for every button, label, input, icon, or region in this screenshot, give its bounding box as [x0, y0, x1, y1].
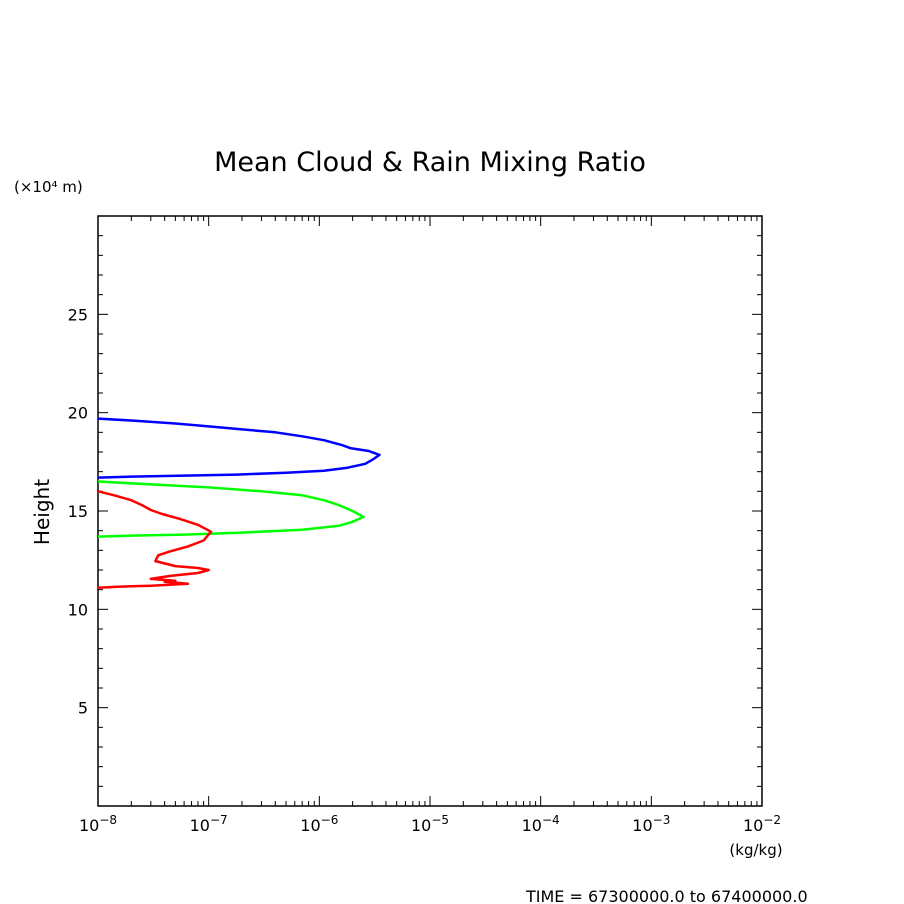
x-tick-label-base: 10 [522, 816, 542, 835]
x-unit-label: (kg/kg) [729, 841, 782, 859]
axis-ticks [97, 215, 763, 807]
time-note: TIME = 67300000.0 to 67400000.0 [525, 887, 808, 904]
x-tick-label-base: 10 [300, 816, 320, 835]
x-tick-label: 10−6 [300, 813, 338, 835]
chart-title: Mean Cloud & Rain Mixing Ratio [214, 147, 646, 178]
y-tick-label: 10 [68, 600, 88, 619]
x-tick-label-exponent: −3 [653, 813, 671, 827]
x-tick-label-base: 10 [79, 816, 99, 835]
series-line-1 [97, 417, 381, 479]
series-line-2 [97, 480, 365, 538]
plot-frame [97, 215, 763, 807]
x-tick-label: 10−2 [743, 813, 781, 835]
x-tick-label-exponent: −4 [542, 813, 560, 827]
x-tick-label-base: 10 [411, 816, 431, 835]
series-line-3 [97, 490, 213, 589]
x-tick-label-exponent: −7 [210, 813, 228, 827]
x-tick-label-exponent: −8 [99, 813, 117, 827]
y-tick-label: 5 [78, 699, 88, 718]
x-tick-label-base: 10 [190, 816, 210, 835]
series-layer [97, 417, 381, 589]
y-tick-label: 25 [68, 305, 88, 324]
y-unit-label: (×10⁴ m) [14, 178, 83, 196]
x-tick-label-base: 10 [743, 816, 763, 835]
x-tick-label: 10−7 [190, 813, 228, 835]
x-tick-label: 10−3 [632, 813, 670, 835]
x-tick-label: 10−5 [411, 813, 449, 835]
x-tick-label: 10−8 [79, 813, 117, 835]
x-tick-label-exponent: −5 [431, 813, 449, 827]
y-tick-label: 20 [68, 404, 88, 423]
y-axis-label: Height [30, 479, 54, 545]
x-tick-label-exponent: −6 [321, 813, 339, 827]
x-tick-label-base: 10 [632, 816, 652, 835]
x-tick-label: 10−4 [522, 813, 560, 835]
y-tick-label: 15 [68, 502, 88, 521]
x-tick-label-exponent: −2 [763, 813, 781, 827]
